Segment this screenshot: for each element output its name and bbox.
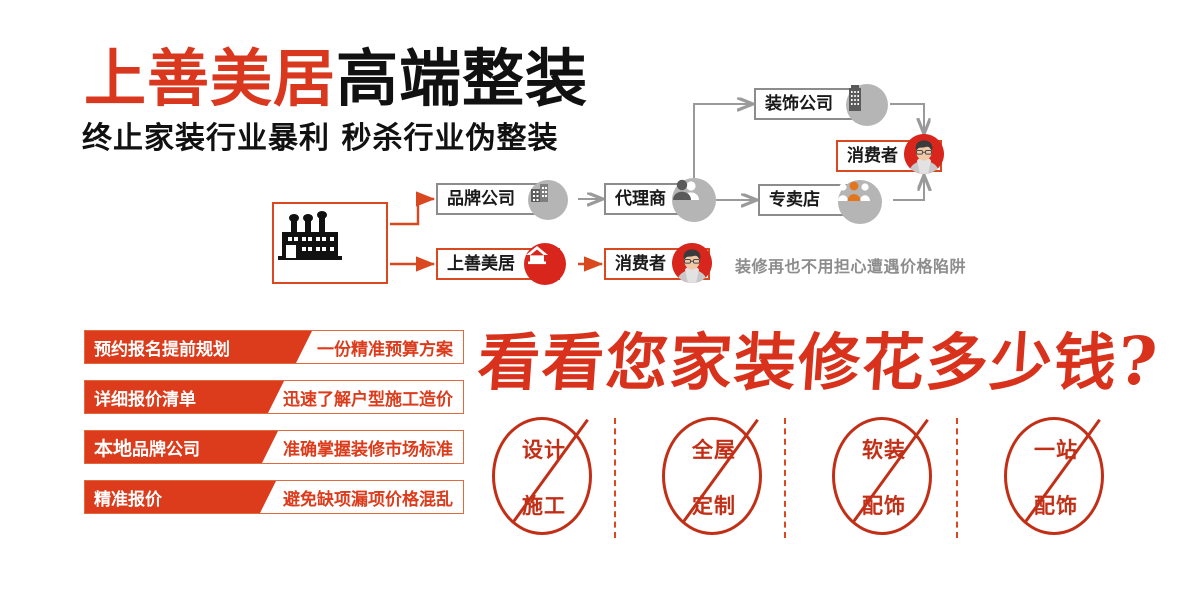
badge-top-label: 全屋	[692, 437, 736, 462]
page-title: 上善美居高端整装	[84, 48, 588, 110]
badge-bottom-label: 施工	[522, 493, 566, 518]
feature-bar-left-emphasis: 本地	[94, 437, 133, 460]
badge-divider	[614, 418, 616, 538]
node-label: 装饰公司	[765, 94, 833, 114]
consumer-avatar-icon	[672, 243, 712, 283]
feature-bar-left: 详细报价清单	[85, 381, 284, 413]
two-people-icon	[672, 178, 716, 222]
node-label: 品牌公司	[447, 189, 515, 209]
feature-bar-list: 预约报名提前规划 一份精准预算方案 详细报价清单 迅速了解户型施工造价 本地 品牌…	[84, 330, 464, 530]
flow-connectors	[390, 0, 1200, 272]
feature-bar-right-label: 避免缺项漏项价格混乱	[283, 489, 453, 510]
service-badge-list: 设计 施工 全屋 定制 软装 配饰 一站 配饰	[478, 414, 1178, 546]
badge-top-label: 一站	[1034, 437, 1078, 462]
node-label: 消费者	[847, 146, 898, 166]
feature-bar-left: 本地 品牌公司	[85, 431, 278, 463]
node-label: 上善美居	[447, 254, 515, 274]
tower-building-icon	[846, 84, 888, 126]
badge-ring	[1004, 417, 1104, 535]
feature-bar-right-label: 迅速了解户型施工造价	[283, 389, 453, 410]
badge-divider	[956, 418, 958, 538]
badge-bottom-label: 配饰	[1034, 493, 1078, 518]
node-label: 专卖店	[769, 190, 820, 210]
home-icon	[524, 243, 566, 285]
promo-headline-text: 看看您家装修花多少钱	[475, 326, 1121, 399]
node-label: 消费者	[615, 254, 666, 274]
node-label: 代理商	[615, 189, 666, 209]
badge-top-label: 设计	[522, 437, 566, 462]
badge-bottom-label: 配饰	[862, 493, 906, 518]
feature-bar-right-label: 准确掌握装修市场标准	[283, 439, 453, 460]
badge-divider	[784, 418, 786, 538]
feature-bar-left: 预约报名提前规划	[85, 331, 312, 363]
service-badge[interactable]: 一站 配饰	[998, 414, 1114, 540]
promo-headline: 看看您家装修花多少钱?	[475, 322, 1161, 400]
page-subtitle: 终止家装行业暴利 秒杀行业伪整装	[82, 121, 559, 156]
consumer-avatar-icon	[904, 134, 944, 174]
supply-chain-diagram: 品牌公司 代理商	[272, 0, 1200, 285]
feature-bar[interactable]: 精准报价 避免缺项漏项价格混乱	[84, 480, 464, 514]
service-badge[interactable]: 软装 配饰	[826, 414, 942, 540]
service-badge[interactable]: 设计 施工	[486, 414, 602, 540]
feature-bar-right: 迅速了解户型施工造价	[283, 381, 463, 413]
service-badge[interactable]: 全屋 定制	[656, 414, 772, 540]
feature-bar-right: 准确掌握装修市场标准	[283, 431, 463, 463]
feature-bar[interactable]: 本地 品牌公司 准确掌握装修市场标准	[84, 430, 464, 464]
feature-bar-right: 一份精准预算方案	[317, 331, 463, 363]
factory-node	[272, 202, 388, 284]
feature-bar-left-label: 预约报名提前规划	[94, 339, 230, 360]
feature-bar-left-label: 品牌公司	[132, 439, 201, 460]
feature-bar-left: 精准报价	[85, 481, 276, 513]
brand-name: 上善美居	[84, 42, 337, 115]
feature-bar-left-label: 详细报价清单	[94, 389, 196, 410]
badge-top-label: 软装	[862, 437, 906, 462]
badge-ring	[662, 417, 762, 535]
badge-ring	[492, 417, 592, 535]
office-building-icon	[528, 180, 568, 220]
badge-ring	[832, 417, 932, 535]
feature-bar-right-label: 一份精准预算方案	[317, 339, 453, 360]
brand-tagline-word: 高端整装	[336, 42, 589, 115]
factory-icon	[278, 211, 342, 260]
feature-bar[interactable]: 详细报价清单 迅速了解户型施工造价	[84, 380, 464, 414]
three-people-icon	[838, 180, 882, 224]
diagram-note: 装修再也不用担心遭遇价格陷阱	[735, 257, 967, 276]
feature-bar[interactable]: 预约报名提前规划 一份精准预算方案	[84, 330, 464, 364]
badge-bottom-label: 定制	[692, 493, 736, 518]
feature-bar-right: 避免缺项漏项价格混乱	[283, 481, 463, 513]
feature-bar-left-label: 精准报价	[94, 489, 162, 510]
promo-question-mark: ?	[1115, 322, 1162, 400]
